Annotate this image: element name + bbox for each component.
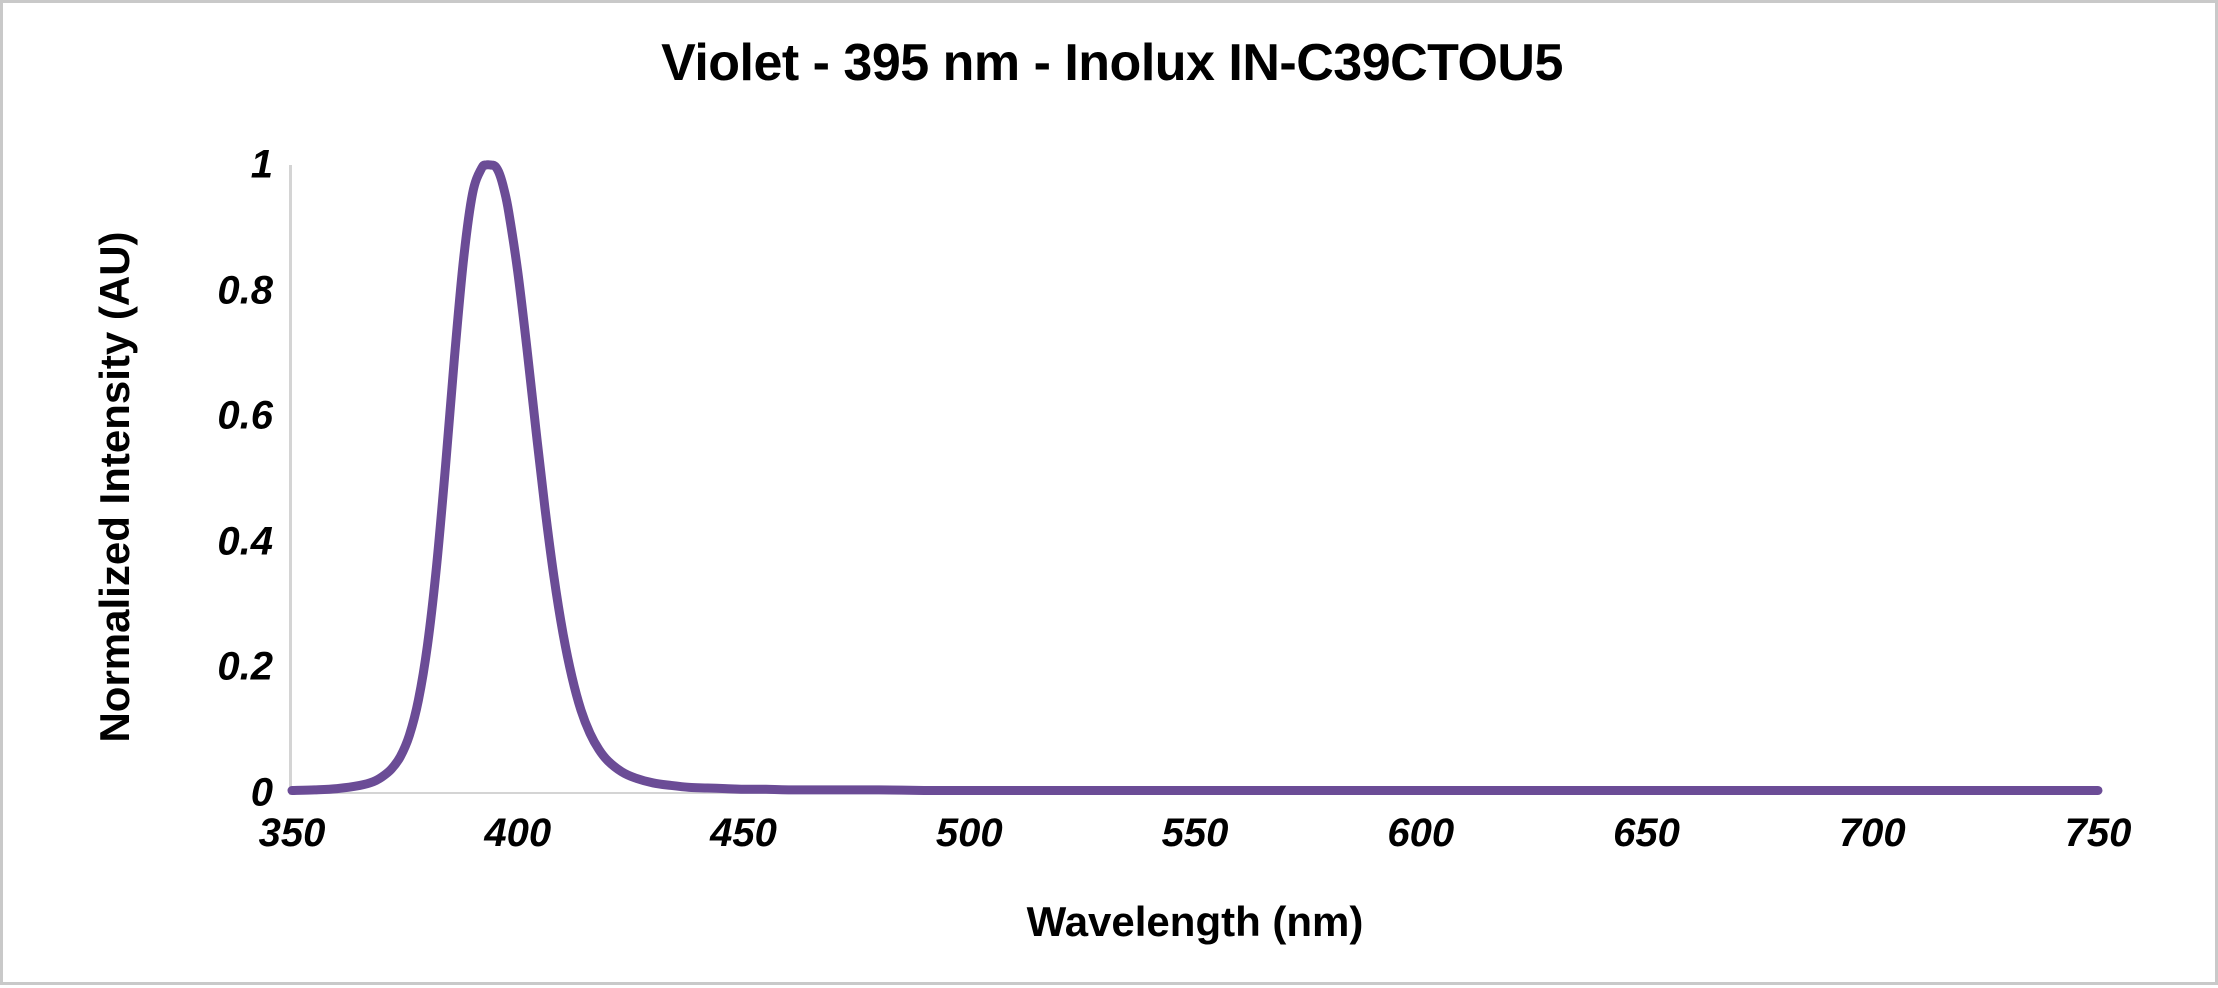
y-tick-label: 0.8 [217,268,273,313]
x-tick-label: 700 [1838,811,1906,855]
x-tick-label: 600 [1387,811,1455,855]
chart-title: Violet - 395 nm - Inolux IN-C39CTOU5 [661,34,1563,92]
x-tick-label: 750 [2064,811,2132,855]
x-tick-label: 350 [258,811,326,855]
x-tick-label: 550 [1161,811,1229,855]
x-axis-title: Wavelength (nm) [1026,898,1364,945]
plot-area [287,160,2103,796]
x-tick-label: 450 [710,811,777,855]
y-axis-line [289,165,292,795]
y-tick-label: 1 [250,142,273,187]
series-path-violet [287,160,2103,796]
y-tick-label: 0.4 [217,519,273,564]
x-tick-label: 500 [935,811,1003,855]
y-axis-tick-labels: 0 0.2 0.4 0.6 0.8 1 [113,3,273,988]
x-tick-label: 400 [484,811,552,855]
series-line-violet [287,160,2103,796]
y-tick-label: 0.6 [217,393,273,438]
x-tick-label: 650 [1613,811,1680,855]
y-tick-label: 0.2 [217,644,273,689]
y-tick-label: 0 [250,770,273,815]
